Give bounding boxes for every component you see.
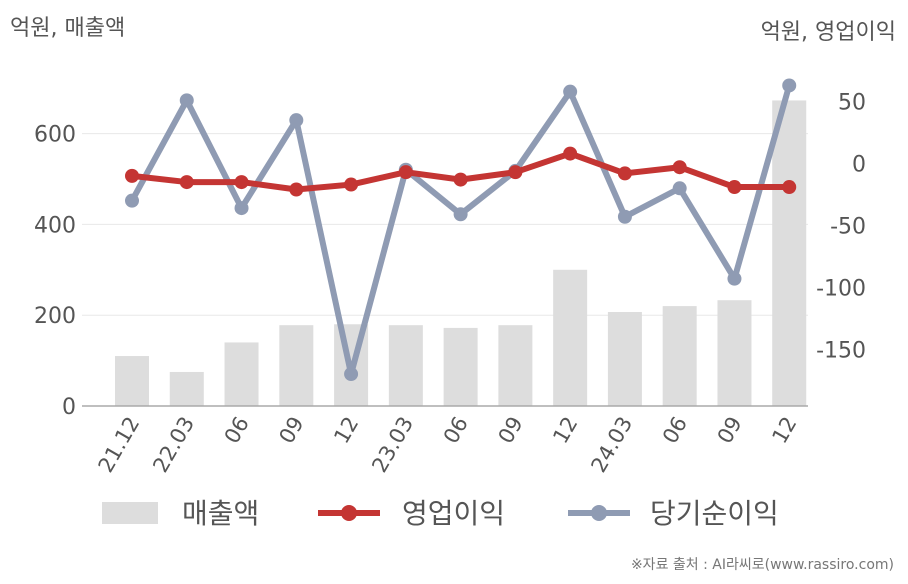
left-axis-tick-label: 0 [62, 395, 76, 420]
x-axis-tick-label: 06 [220, 413, 254, 448]
operating-profit-point [125, 168, 139, 183]
revenue-bar [553, 269, 588, 406]
operating-profit-point [782, 180, 797, 195]
operating-profit-point [453, 172, 468, 187]
x-axis-tick-label: 09 [494, 413, 528, 448]
operating-profit-point [234, 175, 249, 190]
x-axis-tick-label: 24.03 [586, 413, 637, 477]
operating-profit-point [672, 160, 687, 175]
operating-profit-point [398, 165, 413, 180]
net-income-point [344, 367, 359, 382]
revenue-bar [115, 356, 149, 406]
legend-label-revenue: 매출액 [182, 497, 259, 530]
right-axis-unit-label: 억원, 영업이익 [760, 20, 896, 45]
legend-label-net-income: 당기순이익 [650, 497, 779, 530]
x-axis-tick-label: 12 [548, 413, 582, 448]
left-axis-tick-label: 200 [34, 304, 76, 329]
revenue-bar [772, 100, 807, 406]
operating-profit-point [508, 165, 523, 180]
x-axis-tick-label: 21.12 [93, 413, 144, 477]
revenue-bar [717, 300, 752, 406]
operating-profit-point [344, 177, 359, 192]
revenue-bar [443, 327, 478, 406]
right-axis-tick-label: -100 [816, 276, 866, 301]
operating-profit-point [727, 180, 742, 195]
x-axis-tick-label: 12 [329, 413, 363, 448]
left-axis-tick-label: 400 [34, 213, 76, 238]
net-income-point [234, 201, 249, 216]
revenue-bar [662, 306, 697, 406]
operating-profit-point [617, 166, 632, 181]
net-income-point [563, 84, 578, 99]
legend-label-operating-profit: 영업이익 [402, 497, 505, 530]
operating-profit-point [563, 146, 578, 161]
x-axis-tick-label: 12 [767, 413, 801, 448]
net-income-point [727, 271, 742, 286]
left-axis-unit-label: 억원, 매출액 [10, 16, 126, 41]
net-income-point [453, 207, 468, 222]
left-axis-tick-label: 600 [34, 123, 76, 148]
revenue-bar [388, 325, 423, 406]
legend-marker-net-income [591, 505, 607, 521]
revenue-bar [169, 371, 204, 406]
right-axis-tick-label: -50 [830, 214, 866, 239]
net-income-point [125, 193, 139, 208]
right-axis-tick-label: 0 [852, 153, 866, 178]
revenue-bar [607, 312, 642, 406]
net-income-point [179, 93, 194, 108]
revenue-bar [498, 325, 533, 406]
revenue-bar [224, 342, 259, 406]
net-income-point [782, 78, 797, 93]
net-income-point [617, 209, 632, 224]
legend-marker-operating-profit [341, 505, 357, 521]
x-axis-tick-label: 06 [658, 413, 692, 448]
operating-profit-point [289, 182, 304, 197]
x-axis-tick-label: 09 [713, 413, 747, 448]
source-credit: ※자료 출처 : AI라씨로(www.rassiro.com) [630, 557, 894, 573]
operating-profit-point [179, 175, 194, 190]
right-axis-tick-label: 50 [838, 91, 866, 116]
x-axis-tick-label: 22.03 [148, 413, 199, 477]
net-income-point [289, 113, 304, 128]
x-axis-tick-label: 23.03 [367, 413, 418, 477]
right-axis-tick-label: -150 [816, 338, 866, 363]
x-axis-tick-label: 06 [439, 413, 473, 448]
legend-swatch-revenue [102, 502, 158, 524]
net-income-point [672, 181, 687, 196]
x-axis-tick-label: 09 [274, 413, 308, 448]
revenue-bar [279, 325, 314, 406]
